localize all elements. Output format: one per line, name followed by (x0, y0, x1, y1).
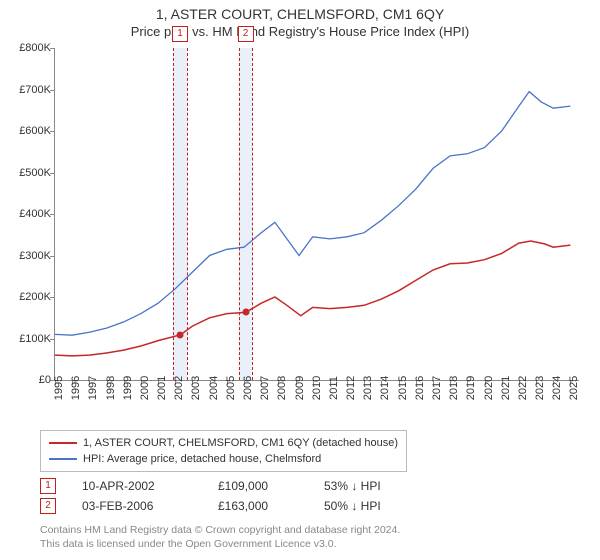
sale-point (242, 309, 249, 316)
sale-marker-label: 2 (238, 26, 254, 42)
x-axis-label: 2024 (551, 376, 563, 400)
chart-container: 1, ASTER COURT, CHELMSFORD, CM1 6QY Pric… (0, 0, 600, 560)
chart-plot-area: £0£100K£200K£300K£400K£500K£600K£700K£80… (54, 48, 578, 380)
legend-label: 1, ASTER COURT, CHELMSFORD, CM1 6QY (det… (83, 437, 398, 449)
x-axis-label: 2010 (311, 376, 323, 400)
x-axis-label: 2012 (345, 376, 357, 400)
sales-row-marker: 2 (40, 498, 56, 514)
y-axis-label: £200K (19, 291, 51, 303)
sales-row-price: £163,000 (218, 499, 298, 513)
x-axis-label: 2008 (276, 376, 288, 400)
chart-title-line1: 1, ASTER COURT, CHELMSFORD, CM1 6QY (0, 6, 600, 22)
x-axis-label: 2025 (568, 376, 580, 400)
sale-marker-label: 1 (172, 26, 188, 42)
x-axis-label: 2002 (173, 376, 185, 400)
x-axis-label: 1996 (70, 376, 82, 400)
y-axis-label: £300K (19, 250, 51, 262)
x-axis-label: 2020 (483, 376, 495, 400)
legend-item: HPI: Average price, detached house, Chel… (49, 451, 398, 467)
x-axis-label: 1997 (87, 376, 99, 400)
sales-row-date: 10-APR-2002 (82, 479, 192, 493)
chart-lines-svg (55, 48, 579, 380)
sales-row-delta: 53% ↓ HPI (324, 479, 444, 493)
y-axis-label: £400K (19, 208, 51, 220)
x-axis-label: 2014 (379, 376, 391, 400)
sale-marker-edge (173, 48, 174, 380)
sales-table: 1 10-APR-2002 £109,000 53% ↓ HPI 2 03-FEB-200… (40, 476, 444, 516)
x-axis-label: 2005 (225, 376, 237, 400)
sales-table-row: 1 10-APR-2002 £109,000 53% ↓ HPI (40, 476, 444, 496)
x-axis-label: 2019 (465, 376, 477, 400)
series-line-hpi (55, 92, 570, 336)
chart-plot: £0£100K£200K£300K£400K£500K£600K£700K£80… (54, 48, 579, 381)
x-axis-label: 2015 (397, 376, 409, 400)
sales-row-price: £109,000 (218, 479, 298, 493)
x-axis-label: 1999 (122, 376, 134, 400)
legend-label: HPI: Average price, detached house, Chel… (83, 453, 321, 465)
y-axis-label: £500K (19, 167, 51, 179)
legend-swatch (49, 442, 77, 444)
chart-header: 1, ASTER COURT, CHELMSFORD, CM1 6QY Pric… (0, 0, 600, 39)
x-axis-label: 2007 (259, 376, 271, 400)
y-axis-label: £700K (19, 84, 51, 96)
x-axis-label: 2003 (190, 376, 202, 400)
x-axis-label: 2009 (294, 376, 306, 400)
sales-table-row: 2 03-FEB-2006 £163,000 50% ↓ HPI (40, 496, 444, 516)
y-axis-label: £100K (19, 333, 51, 345)
x-axis-label: 1995 (53, 376, 65, 400)
y-axis-label: £0 (39, 374, 51, 386)
x-axis-label: 2018 (448, 376, 460, 400)
x-axis-label: 2013 (362, 376, 374, 400)
x-axis-label: 1998 (105, 376, 117, 400)
chart-footer: Contains HM Land Registry data © Crown c… (40, 524, 400, 551)
x-axis-label: 2011 (328, 376, 340, 400)
sales-row-date: 03-FEB-2006 (82, 499, 192, 513)
x-axis-label: 2017 (431, 376, 443, 400)
x-axis-label: 2004 (208, 376, 220, 400)
x-axis-label: 2016 (414, 376, 426, 400)
y-axis-label: £800K (19, 42, 51, 54)
x-axis-label: 2001 (156, 376, 168, 400)
sale-marker-edge (187, 48, 188, 380)
legend-item: 1, ASTER COURT, CHELMSFORD, CM1 6QY (det… (49, 435, 398, 451)
sales-row-delta: 50% ↓ HPI (324, 499, 444, 513)
sale-point (177, 331, 184, 338)
x-axis-label: 2021 (500, 376, 512, 400)
series-line-price_paid (55, 241, 570, 356)
sales-row-marker: 1 (40, 478, 56, 494)
footer-line-2: This data is licensed under the Open Gov… (40, 538, 400, 552)
x-axis-label: 2000 (139, 376, 151, 400)
legend-swatch (49, 458, 77, 460)
x-axis-label: 2022 (517, 376, 529, 400)
sale-marker-edge (239, 48, 240, 380)
footer-line-1: Contains HM Land Registry data © Crown c… (40, 524, 400, 538)
x-axis-label: 2023 (534, 376, 546, 400)
sale-marker-edge (252, 48, 253, 380)
chart-title-line2: Price paid vs. HM Land Registry's House … (0, 24, 600, 39)
y-axis-label: £600K (19, 125, 51, 137)
chart-legend: 1, ASTER COURT, CHELMSFORD, CM1 6QY (det… (40, 430, 407, 472)
